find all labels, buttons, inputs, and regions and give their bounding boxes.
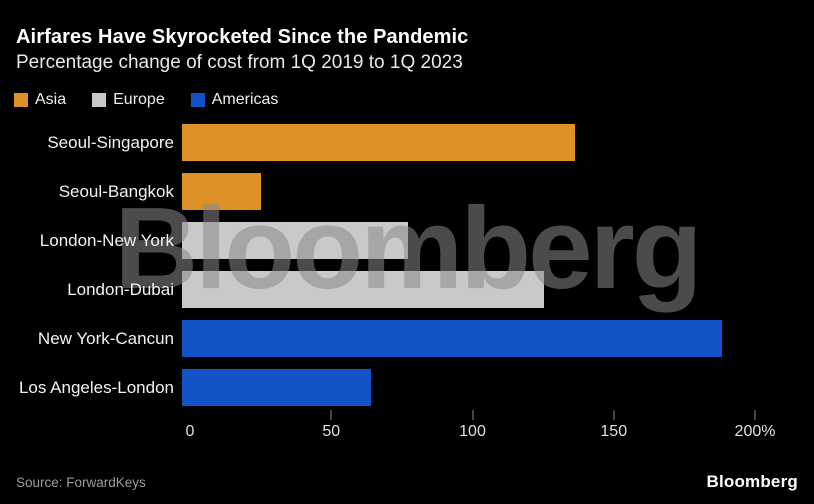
table-row: Seoul-Singapore: [0, 124, 814, 161]
legend-label: Europe: [113, 91, 165, 108]
axis-tick-label: 0: [185, 423, 195, 440]
bar-americas: [182, 369, 372, 406]
bloomberg-logo: Bloomberg: [706, 472, 798, 491]
table-row: London-New York: [0, 222, 814, 259]
category-label: New York-Cancun: [37, 328, 174, 348]
legend-swatch-icon: [92, 93, 107, 107]
bar-track: [182, 173, 747, 210]
bar-track: [182, 320, 747, 357]
source-label: Source: ForwardKeys: [16, 475, 146, 490]
bar-chart: Seoul-Singapore Seoul-Bangkok London-New Y…: [0, 124, 814, 453]
bar-track: [182, 271, 747, 308]
bar-track: [182, 124, 747, 161]
bar-track: [182, 222, 747, 259]
legend-item-europe: Europe: [92, 91, 165, 109]
axis-tick-mark: [754, 410, 756, 420]
axis-tick-mark: [613, 410, 615, 420]
bar-europe: [182, 222, 408, 259]
axis-tick-mark: [472, 410, 473, 420]
legend-swatch-icon: [14, 93, 28, 107]
category-label: Seoul-Singapore: [47, 132, 174, 152]
bar-track: [182, 369, 747, 406]
axis-tick-label: 50: [322, 423, 341, 440]
bar-americas: [182, 320, 722, 357]
chart-title: Airfares Have Skyrocketed Since the Pand…: [16, 26, 469, 48]
chart-header: Airfares Have Skyrocketed Since the Pand…: [0, 0, 814, 75]
axis-tick-label: 100: [459, 423, 486, 440]
table-row: Seoul-Bangkok: [0, 173, 814, 210]
legend-item-asia: Asia: [14, 91, 66, 109]
axis-tick-label: 150: [600, 423, 628, 440]
bar-rows: Seoul-Singapore Seoul-Bangkok London-New Y…: [0, 124, 814, 406]
legend-item-americas: Americas: [190, 91, 279, 109]
bar-europe: [182, 271, 544, 308]
category-label: London-Dubai: [67, 279, 174, 299]
bar-asia: [182, 124, 575, 161]
legend-swatch-icon: [190, 93, 205, 107]
table-row: London-Dubai: [0, 271, 814, 308]
axis-tick-label: 200%: [734, 423, 776, 440]
legend: Asia Europe Americas: [14, 90, 798, 110]
table-row: Los Angeles-London: [0, 369, 814, 406]
category-label: Seoul-Bangkok: [58, 181, 174, 201]
chart-footer: Source: ForwardKeys Bloomberg: [0, 472, 814, 492]
axis-tick-mark: [330, 410, 332, 420]
category-label: London-New York: [39, 230, 174, 250]
table-row: New York-Cancun: [0, 320, 814, 357]
legend-label: Americas: [211, 91, 279, 108]
chart-subtitle: Percentage change of cost from 1Q 2019 t…: [16, 52, 463, 73]
bar-asia: [182, 173, 262, 210]
legend-label: Asia: [35, 91, 67, 108]
category-label: Los Angeles-London: [18, 377, 174, 397]
x-axis: 0 50 100 150 200%: [186, 409, 775, 453]
